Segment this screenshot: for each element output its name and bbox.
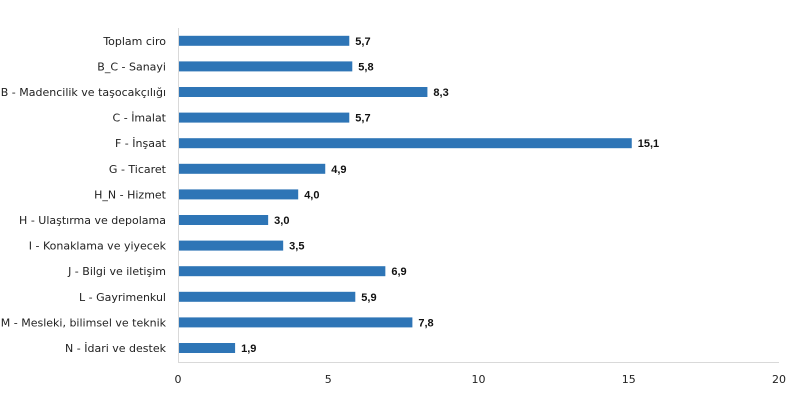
- category-label-8: I - Konaklama ve yiyecek: [29, 240, 167, 253]
- x-tick-label-0: 0: [175, 373, 182, 386]
- value-label-8: 3,5: [289, 241, 304, 253]
- bar-2: [178, 87, 428, 97]
- value-label-1: 5,8: [358, 61, 373, 73]
- category-label-10: L - Gayrimenkul: [79, 291, 166, 304]
- value-labels: 5,7 5,8 8,3 5,7 15,1 4,9 4,0 3,0 3,5 6,9 5,9 7,8 1,9: [241, 36, 659, 355]
- category-label-9: J - Bilgi ve iletişim: [67, 265, 166, 278]
- bar-9: [178, 266, 386, 277]
- category-label-12: N - İdari ve destek: [65, 342, 167, 355]
- value-label-12: 1,9: [241, 343, 256, 355]
- x-tick-label-3: 15: [622, 373, 636, 386]
- x-tick-label-2: 10: [472, 373, 486, 386]
- bar-7: [178, 215, 269, 225]
- category-label-6: H_N - Hizmet: [94, 188, 167, 201]
- value-label-10: 5,9: [361, 292, 376, 304]
- category-label-5: G - Ticaret: [109, 163, 167, 176]
- x-tick-label-1: 5: [325, 373, 332, 386]
- bar-5: [178, 163, 326, 174]
- category-label-2: B - Madencilik ve taşocakçılığı: [1, 86, 166, 99]
- value-label-2: 8,3: [433, 87, 448, 99]
- value-label-9: 6,9: [391, 266, 406, 278]
- category-labels: Toplam ciro B_C - Sanayi B - Madencilik ve…: [1, 35, 167, 355]
- category-label-3: C - İmalat: [113, 112, 167, 125]
- category-label-7: H - Ulaştırma ve depolama: [19, 214, 166, 227]
- value-label-4: 15,1: [638, 138, 659, 150]
- bar-11: [178, 317, 413, 328]
- value-label-0: 5,7: [355, 36, 370, 48]
- value-label-11: 7,8: [418, 317, 433, 329]
- value-label-7: 3,0: [274, 215, 289, 227]
- value-label-5: 4,9: [331, 164, 346, 176]
- category-label-0: Toplam ciro: [102, 35, 166, 48]
- bar-12: [178, 343, 236, 353]
- value-label-3: 5,7: [355, 113, 370, 125]
- bar-10: [178, 291, 356, 302]
- bar-4: [178, 138, 632, 149]
- bar-3: [178, 112, 350, 123]
- value-label-6: 4,0: [304, 189, 319, 201]
- x-tick-label-4: 20: [772, 373, 786, 386]
- category-label-4: F - İnşaat: [115, 137, 167, 150]
- category-label-1: B_C - Sanayi: [97, 60, 166, 73]
- bar-1: [178, 61, 353, 72]
- bar-8: [178, 240, 284, 251]
- bar-6: [178, 189, 299, 200]
- axes: [178, 28, 779, 363]
- category-label-11: M - Mesleki, bilimsel ve teknik: [1, 316, 167, 329]
- bar-0: [178, 35, 350, 46]
- bars: [178, 35, 632, 353]
- x-tick-labels: 0 5 10 15 20: [175, 373, 787, 386]
